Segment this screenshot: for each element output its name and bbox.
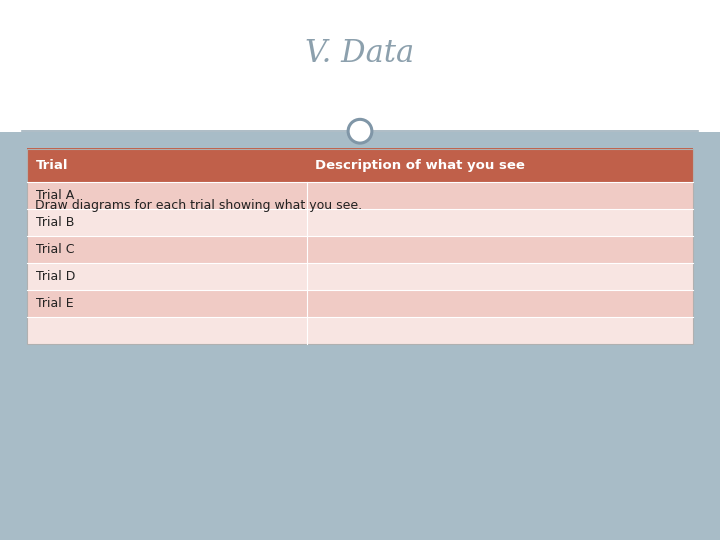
Bar [27, 209, 693, 236]
Bar [27, 182, 693, 209]
Bar [27, 317, 693, 344]
Bar [27, 263, 693, 290]
Text: Description of what you see: Description of what you see [315, 159, 526, 172]
Text: Trial D: Trial D [36, 270, 76, 283]
Text: Trial: Trial [36, 159, 68, 172]
Bar [0, 0, 720, 132]
Bar [0, 132, 720, 540]
Bar [27, 148, 693, 344]
Text: Draw diagrams for each trial showing what you see.: Draw diagrams for each trial showing wha… [35, 199, 361, 212]
Text: Trial C: Trial C [36, 243, 74, 256]
Bar [27, 290, 693, 317]
Ellipse shape [348, 119, 372, 143]
Text: V. Data: V. Data [305, 38, 415, 70]
FancyBboxPatch shape [24, 146, 696, 347]
Text: Trial A: Trial A [36, 189, 74, 202]
Text: Trial B: Trial B [36, 216, 74, 229]
Bar [27, 148, 693, 182]
Bar [27, 236, 693, 263]
Text: Trial E: Trial E [36, 297, 73, 310]
